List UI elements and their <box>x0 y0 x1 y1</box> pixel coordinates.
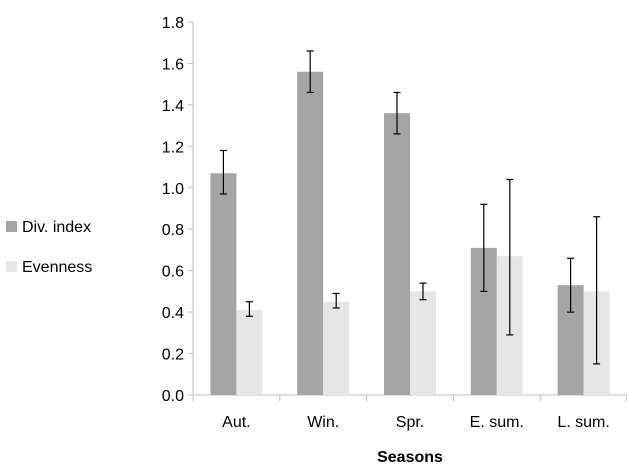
x-tick-label: Spr. <box>396 414 424 431</box>
x-tick-label: Win. <box>307 414 339 431</box>
y-tick-label: 0.8 <box>162 222 184 239</box>
y-tick-label: 1.0 <box>162 181 184 198</box>
y-tick-label: 1.8 <box>162 15 184 32</box>
bar-div-index <box>210 173 237 395</box>
y-tick-label: 0.2 <box>162 347 184 364</box>
bar-evenness <box>410 291 436 395</box>
y-tick-label: 0.6 <box>162 264 184 281</box>
y-tick-label: 1.4 <box>162 98 184 115</box>
bar-evenness <box>236 310 263 395</box>
x-axis-title: Seasons <box>377 449 443 466</box>
bar-div-index <box>384 113 410 395</box>
x-tick-label: E. sum. <box>470 414 524 431</box>
bar-layer <box>210 71 610 395</box>
axis-layer: 0.0 0.2 0.4 0.6 0.8 1.0 1.2 1.4 1.6 1.8 Aut. Win. Sp… <box>162 15 627 431</box>
x-tick-label: Aut. <box>222 414 250 431</box>
legend-swatch <box>6 261 17 272</box>
x-tick-label: L. sum. <box>557 414 609 431</box>
legend-label: Evenness <box>22 259 92 276</box>
legend-swatch <box>6 221 17 232</box>
error-bar-layer <box>219 50 601 365</box>
legend: Div. index Evenness <box>6 219 92 276</box>
y-tick-label: 1.2 <box>162 139 184 156</box>
bar-div-index <box>297 71 324 395</box>
y-tick-label: 0.4 <box>162 305 184 322</box>
bar-evenness <box>323 301 350 395</box>
y-tick-label: 1.6 <box>162 56 184 73</box>
legend-label: Div. index <box>22 219 91 236</box>
y-tick-label: 0.0 <box>162 388 184 405</box>
